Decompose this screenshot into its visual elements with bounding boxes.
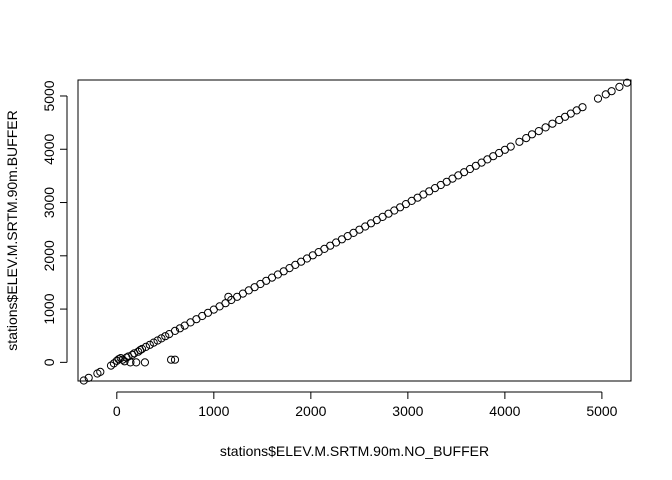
y-tick-label: 0: [41, 358, 57, 366]
data-point: [141, 342, 150, 351]
plot-frame: [77, 79, 632, 382]
y-axis: 0 1000 2000 3000 4000 5000: [41, 80, 68, 366]
data-point: [167, 355, 176, 364]
x-tick-label: 4000: [489, 403, 520, 419]
data-point: [541, 123, 550, 132]
y-tick-label: 1000: [41, 293, 57, 324]
data-point: [114, 355, 123, 364]
data-point: [145, 340, 154, 349]
data-point: [593, 94, 603, 103]
x-tick-label: 0: [113, 403, 121, 419]
x-axis-title: stations$ELEV.M.SRTM.90m.NO_BUFFER: [220, 443, 489, 459]
data-point: [623, 78, 632, 87]
y-tick-label: 2000: [41, 240, 57, 271]
data-point: [534, 127, 543, 136]
data-point: [522, 134, 531, 143]
data-point: [126, 358, 135, 367]
data-point: [506, 142, 515, 151]
data-point: [84, 373, 93, 382]
data-point: [157, 334, 166, 343]
data-point: [175, 324, 184, 333]
data-point: [140, 358, 149, 367]
x-tick-label: 5000: [586, 403, 617, 419]
data-point: [170, 326, 180, 335]
data-point: [149, 338, 158, 347]
data-point: [96, 367, 105, 376]
data-point: [578, 103, 587, 112]
data-point: [161, 332, 170, 341]
y-axis-title: stations$ELEV.M.SRTM.90m.BUFFER: [4, 110, 20, 350]
data-point: [607, 87, 616, 96]
data-point: [548, 119, 557, 128]
x-tick-label: 3000: [392, 403, 423, 419]
data-point: [132, 358, 141, 367]
x-tick-label: 1000: [198, 403, 229, 419]
y-tick-label: 4000: [41, 133, 57, 164]
data-point: [79, 376, 88, 385]
y-tick-label: 3000: [41, 187, 57, 218]
y-tick-label: 5000: [41, 80, 57, 111]
data-point: [170, 355, 180, 364]
data-point: [527, 130, 537, 139]
x-axis: 0 1000 2000 3000 4000 5000: [113, 391, 618, 419]
data-point: [515, 137, 524, 146]
data-point: [109, 359, 119, 368]
data-point: [615, 82, 624, 92]
x-tick-label: 2000: [295, 403, 326, 419]
data-points: [79, 78, 632, 385]
data-point: [137, 344, 147, 354]
